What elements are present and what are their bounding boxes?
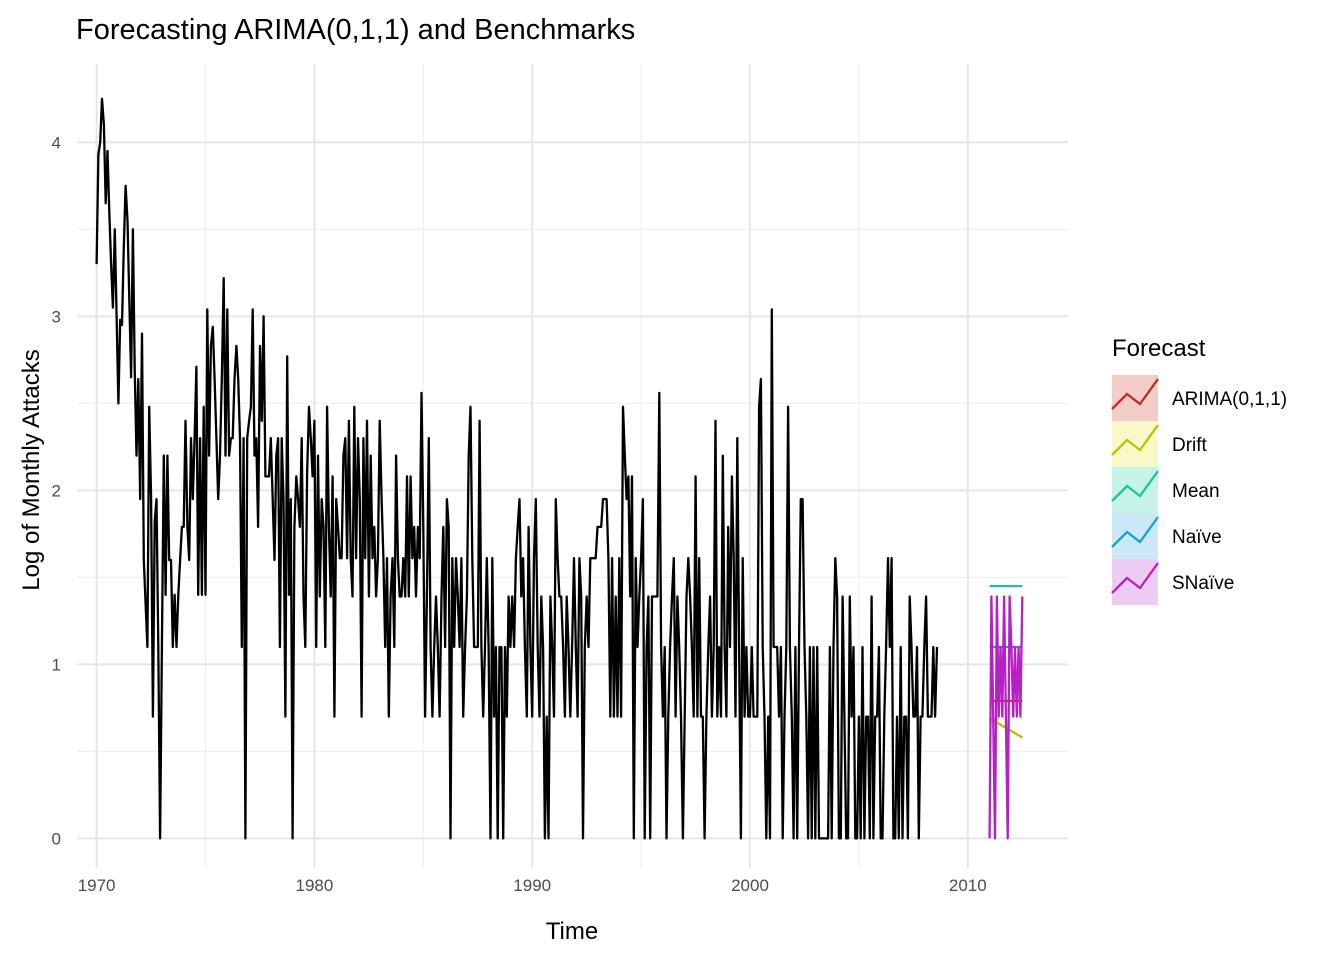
y-tick-label: 3 [52, 307, 61, 326]
y-tick-label: 1 [52, 655, 61, 674]
legend-label-sna-ve: SNaïve [1172, 573, 1234, 594]
legend-items: ARIMA(0,1,1) Drift Mean Naïve SNaïve [1111, 375, 1287, 605]
y-axis-title: Log of Monthly Attacks [18, 349, 45, 590]
legend: Forecast ARIMA(0,1,1) Drift Mean Naïve SNaïv… [1111, 335, 1287, 605]
legend-key-drift [1112, 421, 1158, 467]
forecast-series [988, 584, 1024, 840]
legend-swatch-arima-0-1-1 [1111, 378, 1159, 410]
x-tick-label: 2000 [731, 876, 769, 895]
legend-title: Forecast [1112, 335, 1206, 362]
x-tick-label: 2010 [949, 876, 987, 895]
legend-swatch-mean [1111, 470, 1159, 502]
chart-title: Forecasting ARIMA(0,1,1) and Benchmarks [76, 14, 635, 46]
legend-swatch-na-ve [1111, 516, 1159, 548]
legend-label-drift: Drift [1172, 435, 1208, 456]
history-line [95, 97, 939, 840]
y-tick-label: 2 [52, 481, 61, 500]
x-axis-title: Time [546, 918, 598, 945]
legend-swatch-drift [1111, 424, 1159, 456]
legend-key-arima-0-1-1 [1112, 375, 1158, 421]
x-tick-label: 1990 [513, 876, 551, 895]
forecast-line-sna-ve [988, 595, 1024, 840]
y-tick-label: 4 [52, 133, 61, 152]
legend-key-sna-ve [1112, 559, 1158, 605]
history-series [95, 97, 939, 840]
y-tick-label: 0 [52, 829, 61, 848]
legend-label-arima-0-1-1: ARIMA(0,1,1) [1172, 389, 1287, 410]
x-tick-label: 1970 [78, 876, 116, 895]
x-tick-label: 1980 [295, 876, 333, 895]
legend-key-na-ve [1112, 513, 1158, 559]
y-axis-ticks: 0 1 2 3 4 [52, 133, 61, 848]
legend-key-mean [1112, 467, 1158, 513]
legend-label-mean: Mean [1172, 481, 1220, 502]
x-axis-ticks: 1970 1980 1990 2000 2010 [78, 876, 987, 895]
legend-label-na-ve: Naïve [1172, 527, 1222, 548]
legend-swatch-sna-ve [1111, 562, 1159, 594]
